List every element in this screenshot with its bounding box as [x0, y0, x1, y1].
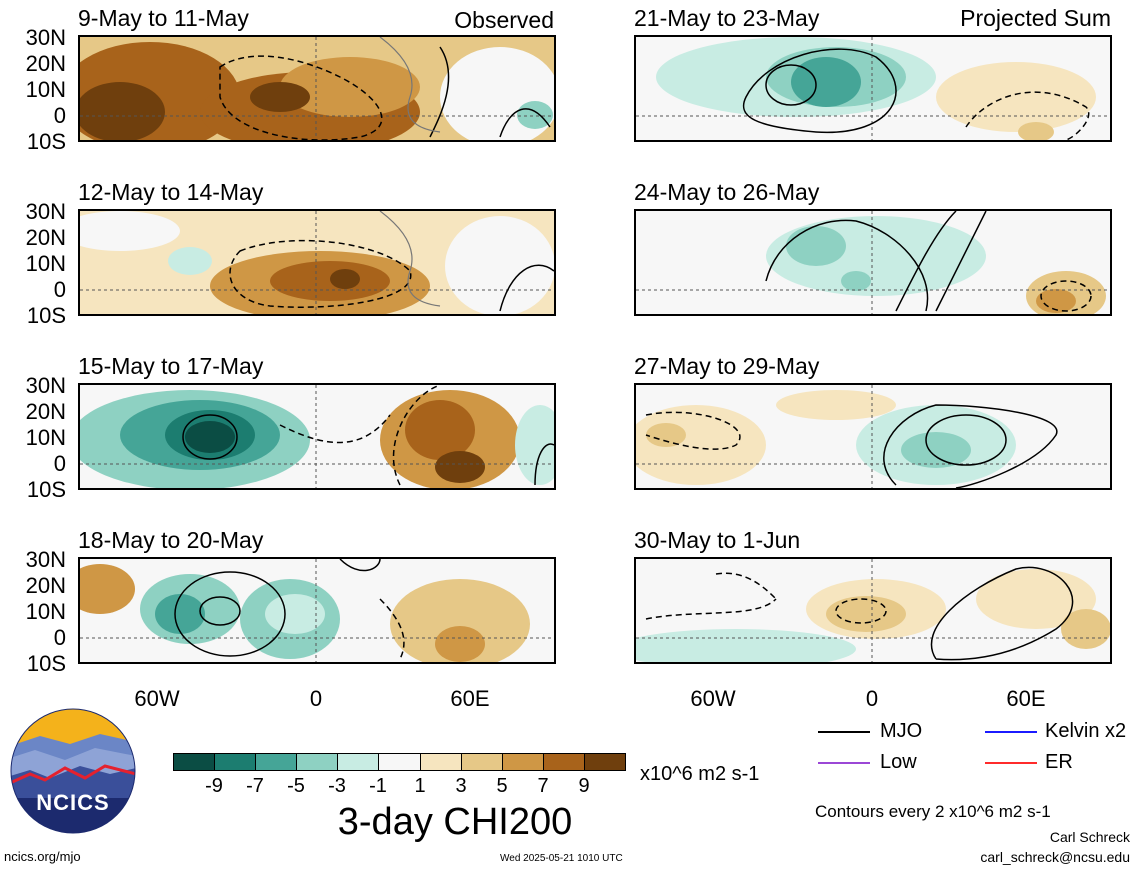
colorbar-swatch: [460, 754, 502, 770]
lon-label: 60W: [134, 686, 180, 711]
lat-label: 20N: [25, 51, 66, 76]
footer-timestamp: Wed 2025-05-21 1010 UTC: [500, 853, 623, 864]
footer-email: carl_schreck@ncsu.edu: [980, 849, 1130, 865]
colorbar-tick: -1: [369, 775, 387, 797]
lat-label: 20N: [25, 399, 66, 424]
map-panel-30may: [634, 557, 1112, 664]
legend-swatch-kelvin: [985, 731, 1037, 733]
legend-label-low: Low: [880, 751, 917, 773]
lat-label: 30N: [25, 25, 66, 50]
colorbar-swatch: [337, 754, 379, 770]
observed-label: Observed: [454, 7, 554, 33]
panel-title: 24-May to 26-May: [634, 179, 820, 205]
lat-label: 0: [53, 625, 66, 650]
panel-title: 12-May to 14-May: [78, 179, 264, 205]
colorbar-tick: -5: [287, 775, 305, 797]
colorbar-swatch: [255, 754, 297, 770]
lat-label: 10S: [26, 303, 66, 328]
legend-label-er: ER: [1045, 751, 1073, 773]
lat-label: 0: [53, 451, 66, 476]
legend-swatch-er: [985, 762, 1037, 764]
colorbar-tick: -3: [328, 775, 346, 797]
lat-label: 10N: [25, 251, 66, 276]
colorbar-tick: 5: [496, 775, 508, 797]
lat-label: 10S: [26, 129, 66, 154]
colorbar-swatch: [583, 754, 626, 770]
contour-note: Contours every 2 x10^6 m2 s-1: [815, 802, 1051, 821]
panel-title: 30-May to 1-Jun: [634, 527, 801, 553]
colorbar-title: 3-day CHI200: [337, 801, 573, 843]
colorbar-swatch: [378, 754, 420, 770]
lat-label: 0: [53, 103, 66, 128]
lon-label: 0: [865, 686, 879, 711]
lon-label: 0: [309, 686, 323, 711]
legend-swatch-mjo: [818, 731, 870, 733]
map-panel-18may: [78, 557, 556, 664]
lon-label: 60W: [690, 686, 736, 711]
map-panel-27may: [634, 383, 1112, 490]
panel-title: 27-May to 29-May: [634, 353, 820, 379]
colorbar-tick: -7: [246, 775, 264, 797]
lat-label: 20N: [25, 225, 66, 250]
colorbar-tick: 3: [455, 775, 467, 797]
map-panel-9may: [78, 35, 556, 142]
colorbar-tick: 9: [578, 775, 590, 797]
colorbar-swatch: [296, 754, 338, 770]
ncics-logo: NCICS: [10, 708, 136, 834]
projected-label: Projected Sum: [960, 5, 1111, 31]
lon-label: 60E: [450, 686, 490, 711]
legend-label-kelvin: Kelvin x2: [1045, 720, 1127, 742]
legend-swatch-low: [818, 762, 870, 764]
lon-label: 60E: [1006, 686, 1046, 711]
lat-label: 10S: [26, 477, 66, 502]
colorbar-tick: 7: [537, 775, 549, 797]
legend-label-mjo: MJO: [880, 720, 923, 742]
panel-title: 15-May to 17-May: [78, 353, 264, 379]
colorbar: [173, 753, 626, 771]
lat-label: 0: [53, 277, 66, 302]
panel-title: 9-May to 11-May: [78, 5, 249, 31]
lat-label: 30N: [25, 199, 66, 224]
map-panel-15may: [78, 383, 556, 490]
lat-label: 30N: [25, 373, 66, 398]
colorbar-swatch: [174, 754, 215, 770]
lat-label: 10N: [25, 425, 66, 450]
panel-title: 21-May to 23-May: [634, 5, 820, 31]
map-panel-24may: [634, 209, 1112, 316]
lat-label: 10S: [26, 651, 66, 676]
footer-author: Carl Schreck: [1049, 829, 1130, 845]
lat-label: 30N: [25, 547, 66, 572]
colorbar-swatch: [214, 754, 256, 770]
colorbar-swatch: [501, 754, 543, 770]
lat-label: 10N: [25, 77, 66, 102]
colorbar-units: x10^6 m2 s-1: [640, 763, 760, 785]
footer-url: ncics.org/mjo: [4, 849, 81, 864]
map-panel-21may: [634, 35, 1112, 142]
lat-label: 10N: [25, 599, 66, 624]
lat-label: 20N: [25, 573, 66, 598]
colorbar-tick: -9: [205, 775, 223, 797]
map-panel-12may: [78, 209, 556, 316]
logo-text: NCICS: [36, 790, 110, 815]
colorbar-swatch: [419, 754, 461, 770]
colorbar-swatch: [542, 754, 584, 770]
colorbar-tick: 1: [414, 775, 426, 797]
panel-title: 18-May to 20-May: [78, 527, 264, 553]
